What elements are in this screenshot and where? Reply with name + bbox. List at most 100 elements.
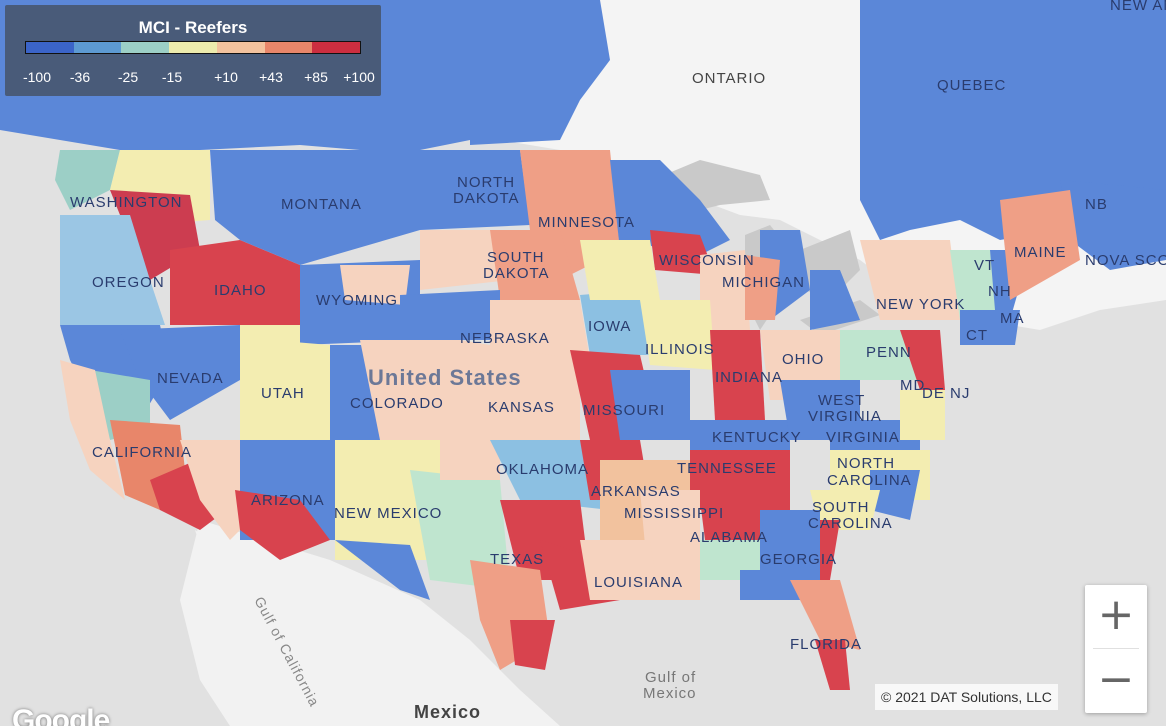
label-wyoming: WYOMING xyxy=(316,292,398,309)
label-west-virginia-1: WEST xyxy=(818,392,865,409)
label-michigan: MICHIGAN xyxy=(722,274,805,291)
legend-swatch xyxy=(121,42,170,53)
label-quebec: QUEBEC xyxy=(937,77,1006,94)
label-louisiana: LOUISIANA xyxy=(594,574,683,591)
label-idaho: IDAHO xyxy=(214,282,267,299)
region-nebraska-west[interactable] xyxy=(400,290,500,340)
label-south-carolina-2: CAROLINA xyxy=(808,515,893,532)
label-north-carolina-2: CAROLINA xyxy=(827,472,912,489)
region-montana[interactable] xyxy=(210,150,420,265)
label-ct: CT xyxy=(966,327,988,344)
region-wa-west[interactable] xyxy=(55,150,120,210)
label-washington: WASHINGTON xyxy=(70,194,183,211)
region-new-york[interactable] xyxy=(860,240,960,320)
region-georgia[interactable] xyxy=(760,510,820,580)
label-south-carolina-1: SOUTH xyxy=(812,499,870,516)
zoom-divider xyxy=(1093,648,1139,649)
label-missouri: MISSOURI xyxy=(583,402,665,419)
region-florida-panhandle[interactable] xyxy=(740,570,800,600)
region-florida[interactable] xyxy=(790,580,860,650)
label-iowa: IOWA xyxy=(588,318,631,335)
region-california-coast[interactable] xyxy=(60,360,125,500)
label-south-dakota-1: SOUTH xyxy=(487,249,545,266)
legend-tick: +10 xyxy=(214,69,238,85)
zoom-in-button[interactable]: + xyxy=(1097,589,1135,640)
region-michigan-east[interactable] xyxy=(810,270,860,330)
label-florida: FLORIDA xyxy=(790,636,862,653)
label-arkansas: ARKANSAS xyxy=(591,483,681,500)
region-idaho[interactable] xyxy=(170,240,300,325)
region-texas-panhandle[interactable] xyxy=(440,440,500,480)
region-de-md[interactable] xyxy=(900,390,945,440)
region-michigan[interactable] xyxy=(745,255,780,320)
label-de: DE xyxy=(922,385,945,402)
region-vermont[interactable] xyxy=(950,250,1000,320)
label-south-dakota-2: DAKOTA xyxy=(483,265,550,282)
label-new-mexico: NEW MEXICO xyxy=(334,505,442,522)
label-indiana: INDIANA xyxy=(715,369,783,386)
label-tennessee: TENNESSEE xyxy=(677,460,777,477)
region-north-dakota[interactable] xyxy=(420,150,530,230)
legend-swatch xyxy=(73,42,122,53)
region-wisconsin-north[interactable] xyxy=(650,230,715,275)
region-utah[interactable] xyxy=(270,340,330,440)
region-nm-south[interactable] xyxy=(335,540,430,600)
region-wisconsin-west[interactable] xyxy=(580,240,660,300)
label-minnesota: MINNESOTA xyxy=(538,214,635,231)
region-nc-coast[interactable] xyxy=(870,470,920,520)
region-new-brunswick[interactable] xyxy=(1060,180,1166,270)
region-manitoba[interactable] xyxy=(470,0,610,145)
region-tennessee[interactable] xyxy=(690,450,790,510)
label-montana: MONTANA xyxy=(281,196,362,213)
region-nj[interactable] xyxy=(900,330,945,390)
label-arizona: ARIZONA xyxy=(251,492,325,509)
region-nebraska[interactable] xyxy=(490,300,590,360)
region-oregon[interactable] xyxy=(60,215,165,325)
label-nj: NJ xyxy=(950,385,970,402)
region-south-dakota-w[interactable] xyxy=(420,230,510,290)
region-ct-ma[interactable] xyxy=(960,310,1020,345)
region-arizona-south[interactable] xyxy=(235,490,330,560)
zoom-out-button[interactable]: − xyxy=(1097,654,1135,705)
label-kentucky: KENTUCKY xyxy=(712,429,802,446)
label-nevada: NEVADA xyxy=(157,370,224,387)
legend-swatch xyxy=(26,42,74,53)
baja-land xyxy=(195,530,330,710)
label-maine: MAINE xyxy=(1014,244,1067,261)
google-logo[interactable]: Google xyxy=(12,704,110,726)
region-maine[interactable] xyxy=(1000,190,1080,300)
region-louisiana[interactable] xyxy=(580,540,660,600)
region-wisconsin-east[interactable] xyxy=(700,250,750,330)
region-indiana[interactable] xyxy=(710,330,765,420)
region-texas-valley[interactable] xyxy=(510,620,555,670)
legend-tick: -15 xyxy=(161,69,183,85)
region-wyoming-north[interactable] xyxy=(340,265,410,305)
legend-title: MCI - Reefers xyxy=(138,18,248,37)
legend-tick: -36 xyxy=(69,69,91,85)
region-oklahoma[interactable] xyxy=(490,440,610,510)
label-illinois: ILLINOIS xyxy=(645,341,715,358)
region-nevada[interactable] xyxy=(120,325,240,420)
label-ohio: OHIO xyxy=(782,351,824,368)
region-florida-south[interactable] xyxy=(815,640,850,690)
region-new-mexico[interactable] xyxy=(335,440,440,560)
region-mn-east[interactable] xyxy=(610,160,730,255)
region-colorado[interactable] xyxy=(360,340,460,440)
legend-swatch xyxy=(216,42,265,53)
copyright-notice: © 2021 DAT Solutions, LLC xyxy=(875,684,1058,710)
label-nb: NB xyxy=(1085,196,1108,213)
region-quebec[interactable] xyxy=(860,0,1166,240)
region-texas-west[interactable] xyxy=(410,470,510,590)
label-nova-scotia: NOVA SCO xyxy=(1085,252,1166,269)
region-south-dakota-e[interactable] xyxy=(490,230,580,300)
region-kansas[interactable] xyxy=(460,340,580,440)
region-iowa[interactable] xyxy=(580,290,650,355)
region-missouri[interactable] xyxy=(610,370,690,440)
region-illinois[interactable] xyxy=(640,300,715,370)
label-gulf-of-mexico-1: Gulf of xyxy=(645,669,696,686)
label-ma: MA xyxy=(1000,310,1025,327)
mexico-land xyxy=(180,520,560,726)
label-utah: UTAH xyxy=(261,385,305,402)
